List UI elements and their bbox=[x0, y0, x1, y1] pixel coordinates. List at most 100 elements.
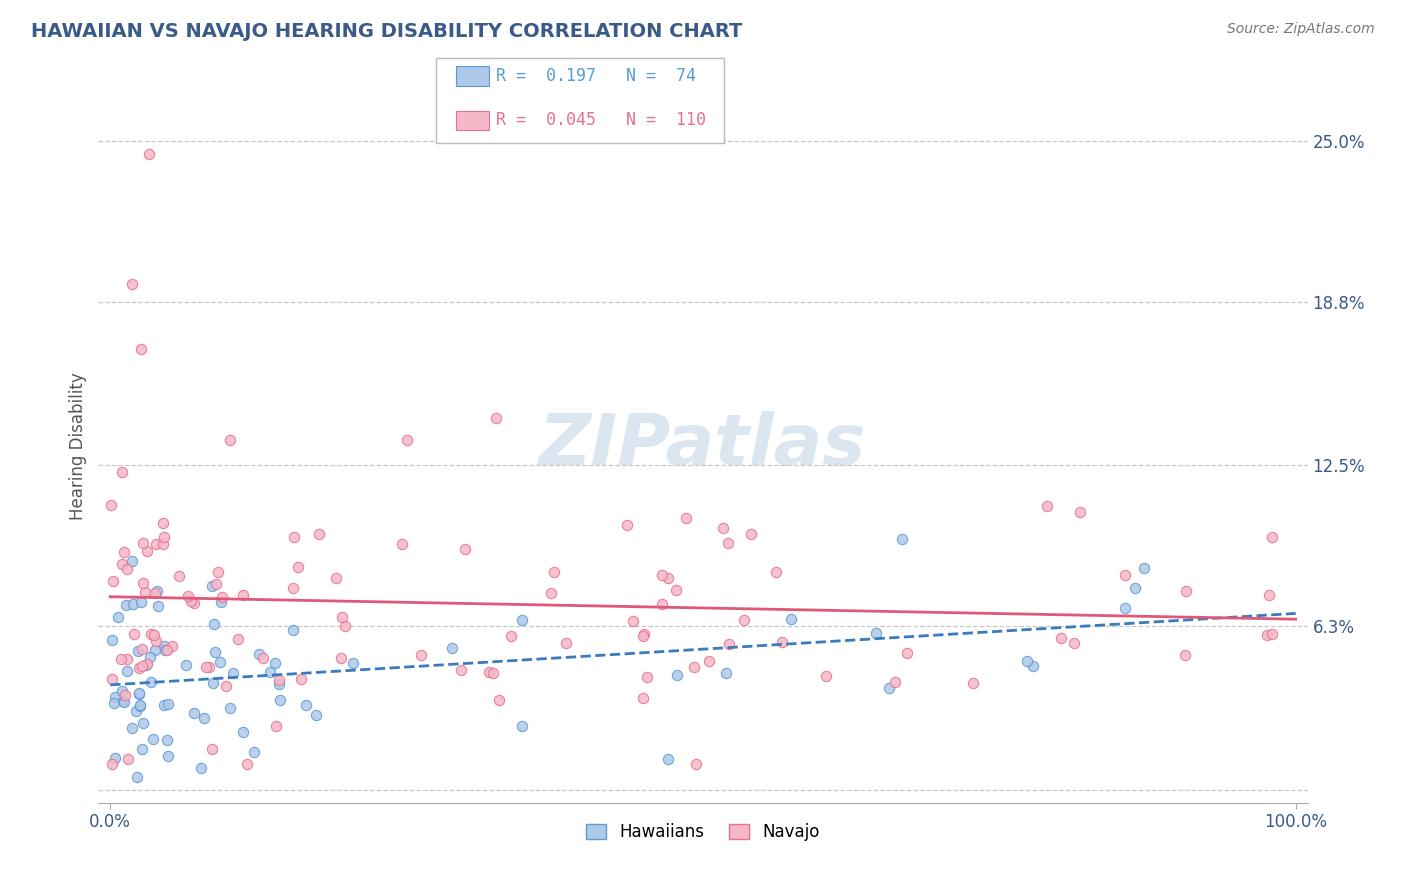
Point bbox=[112, 545, 135, 559]
Point bbox=[153, 530, 176, 544]
Point bbox=[395, 433, 418, 447]
Point bbox=[115, 598, 138, 612]
Point bbox=[290, 672, 312, 686]
Point bbox=[103, 696, 125, 710]
Text: ZIPatlas: ZIPatlas bbox=[540, 411, 866, 481]
Point bbox=[104, 690, 127, 704]
Point bbox=[510, 719, 533, 733]
Point bbox=[501, 629, 523, 643]
Point bbox=[139, 675, 162, 690]
Point bbox=[142, 732, 165, 747]
Point bbox=[962, 675, 984, 690]
Point bbox=[330, 610, 353, 624]
Point bbox=[884, 674, 907, 689]
Point bbox=[740, 526, 762, 541]
Point bbox=[131, 536, 153, 550]
Point bbox=[155, 643, 177, 657]
Point bbox=[114, 688, 136, 702]
Point bbox=[214, 679, 236, 693]
Point bbox=[665, 667, 688, 681]
Point bbox=[134, 584, 156, 599]
Point bbox=[117, 652, 139, 666]
Point bbox=[543, 565, 565, 579]
Point bbox=[281, 623, 304, 637]
Point bbox=[183, 706, 205, 720]
Point bbox=[269, 692, 291, 706]
Point bbox=[157, 748, 180, 763]
Point bbox=[877, 681, 900, 696]
Point bbox=[657, 752, 679, 766]
Point bbox=[1069, 505, 1091, 519]
Point bbox=[101, 756, 124, 771]
Point bbox=[112, 694, 135, 708]
Point bbox=[226, 632, 249, 646]
Point bbox=[478, 665, 501, 679]
Point bbox=[121, 277, 143, 291]
Point bbox=[651, 567, 673, 582]
Point bbox=[675, 511, 697, 525]
Point bbox=[651, 597, 673, 611]
Point bbox=[152, 537, 174, 551]
Point bbox=[1174, 648, 1197, 663]
Point bbox=[779, 612, 801, 626]
Legend: Hawaiians, Navajo: Hawaiians, Navajo bbox=[579, 817, 827, 848]
Point bbox=[139, 650, 162, 665]
Point bbox=[131, 659, 153, 673]
Point bbox=[865, 626, 887, 640]
Point bbox=[631, 690, 654, 705]
Point bbox=[1261, 627, 1284, 641]
Point bbox=[209, 595, 232, 609]
Point bbox=[145, 537, 167, 551]
Point bbox=[155, 733, 177, 747]
Point bbox=[128, 685, 150, 699]
Y-axis label: Hearing Disability: Hearing Disability bbox=[69, 372, 87, 520]
Point bbox=[167, 569, 190, 583]
Point bbox=[409, 648, 432, 662]
Point bbox=[111, 684, 134, 698]
Point bbox=[107, 609, 129, 624]
Point bbox=[1015, 654, 1038, 668]
Point bbox=[1258, 588, 1281, 602]
Point bbox=[247, 647, 270, 661]
Point bbox=[146, 599, 169, 613]
Point bbox=[115, 562, 138, 576]
Text: R =  0.197   N =  74: R = 0.197 N = 74 bbox=[496, 67, 696, 85]
Point bbox=[770, 635, 793, 649]
Point bbox=[139, 627, 162, 641]
Point bbox=[718, 638, 741, 652]
Point bbox=[269, 673, 291, 687]
Point bbox=[135, 658, 157, 673]
Point bbox=[631, 630, 654, 644]
Point bbox=[283, 530, 305, 544]
Point bbox=[110, 558, 132, 572]
Point bbox=[219, 701, 242, 715]
Text: HAWAIIAN VS NAVAJO HEARING DISABILITY CORRELATION CHART: HAWAIIAN VS NAVAJO HEARING DISABILITY CO… bbox=[31, 22, 742, 41]
Point bbox=[211, 590, 233, 604]
Point bbox=[197, 660, 219, 674]
Point bbox=[733, 613, 755, 627]
Point bbox=[636, 670, 658, 684]
Point bbox=[714, 666, 737, 681]
Point bbox=[204, 645, 226, 659]
Point bbox=[180, 594, 202, 608]
Point bbox=[145, 634, 167, 648]
Point bbox=[138, 147, 160, 161]
Point bbox=[896, 646, 918, 660]
Point bbox=[295, 698, 318, 712]
Point bbox=[555, 636, 578, 650]
Point bbox=[194, 659, 217, 673]
Point bbox=[252, 651, 274, 665]
Point bbox=[682, 660, 704, 674]
Point bbox=[100, 498, 122, 512]
Point bbox=[183, 596, 205, 610]
Point bbox=[122, 627, 145, 641]
Point bbox=[305, 707, 328, 722]
Point bbox=[101, 574, 124, 588]
Point bbox=[1174, 583, 1197, 598]
Point bbox=[685, 756, 707, 771]
Point bbox=[143, 643, 166, 657]
Point bbox=[325, 571, 347, 585]
Point bbox=[162, 639, 184, 653]
Point bbox=[450, 663, 472, 677]
Point bbox=[127, 644, 149, 658]
